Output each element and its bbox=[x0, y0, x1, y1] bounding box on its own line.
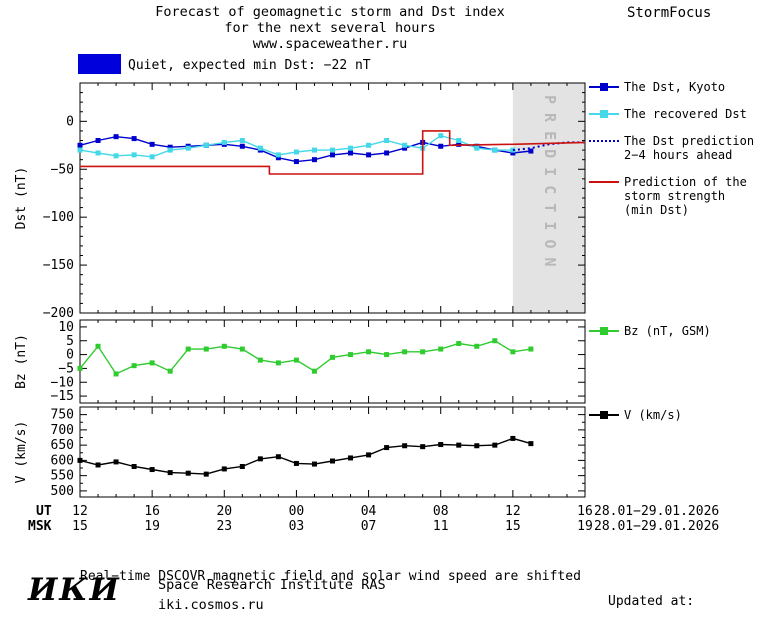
y-tick-label: −50 bbox=[51, 162, 74, 177]
legend-item-v: V (km/s) bbox=[589, 408, 760, 422]
y-tick-label: 600 bbox=[51, 453, 74, 468]
institute-site-link[interactable]: iki.cosmos.ru bbox=[158, 597, 264, 613]
dst-prediction-marker bbox=[589, 134, 619, 148]
msk-row-label: MSK bbox=[28, 519, 52, 534]
legend-item-dst-kyoto: The Dst, Kyoto bbox=[589, 80, 760, 94]
status-text: Quiet, expected min Dst: −22 nT bbox=[128, 58, 371, 73]
institute-name: Space Research Institute RAS bbox=[158, 577, 386, 593]
msk-tick-label: 03 bbox=[289, 519, 305, 534]
msk-tick-label: 15 bbox=[72, 519, 88, 534]
legend-v: V (km/s) bbox=[589, 408, 760, 435]
y-tick-label: −150 bbox=[43, 258, 74, 273]
y-tick-label: −5 bbox=[58, 361, 74, 376]
ut-tick-label: 16 bbox=[144, 504, 160, 519]
y-tick-label: 0 bbox=[66, 348, 74, 363]
legend-label: The recovered Dst bbox=[624, 107, 747, 121]
legend-label: The Dst prediction 2−4 hours ahead bbox=[624, 134, 755, 162]
footnote-line-1: Real−time DSCOVR magnetic field and sola… bbox=[80, 569, 581, 584]
ut-row-label: UT bbox=[36, 504, 52, 519]
plot-frame bbox=[79, 82, 586, 314]
line-swatch bbox=[589, 181, 619, 183]
status-color-swatch bbox=[78, 54, 121, 74]
legend-bz: Bz (nT, GSM) bbox=[589, 324, 760, 351]
square-marker bbox=[600, 110, 608, 118]
ut-tick-label: 20 bbox=[216, 504, 232, 519]
site-link[interactable]: www.spaceweather.ru bbox=[252, 36, 408, 52]
legend-label: Prediction of the storm strength (min Ds… bbox=[624, 175, 747, 217]
ut-date-label: 28.01−29.01.2026 bbox=[594, 504, 719, 519]
dotted-line-swatch bbox=[589, 140, 619, 142]
msk-tick-label: 19 bbox=[144, 519, 160, 534]
dst-kyoto-marker bbox=[589, 80, 619, 94]
plot-frame bbox=[79, 406, 586, 498]
series-Bz (nT, GSM) bbox=[79, 340, 532, 375]
legend-item-dst-prediction: The Dst prediction 2−4 hours ahead bbox=[589, 134, 760, 162]
msk-tick-label: 15 bbox=[505, 519, 521, 534]
y-tick-label: 0 bbox=[66, 114, 74, 129]
y-tick-label: 10 bbox=[58, 320, 74, 335]
series-Prediction of the storm strength (min Dst) bbox=[80, 130, 586, 175]
ut-tick-label: 16 bbox=[577, 504, 593, 519]
msk-tick-label: 07 bbox=[361, 519, 377, 534]
updated-label: Updated at: bbox=[608, 594, 695, 609]
y-tick-label: 5 bbox=[66, 334, 74, 349]
ut-tick-label: 00 bbox=[289, 504, 305, 519]
ut-tick-label: 12 bbox=[505, 504, 521, 519]
y-tick-label: 650 bbox=[51, 438, 74, 453]
msk-tick-label: 23 bbox=[216, 519, 232, 534]
prediction-band bbox=[512, 83, 585, 313]
square-marker bbox=[600, 83, 608, 91]
square-marker bbox=[600, 327, 608, 335]
y-tick-label: −200 bbox=[43, 306, 74, 321]
v-marker bbox=[589, 408, 619, 422]
series-The Dst, Kyoto bbox=[79, 135, 531, 163]
legend-dst: The Dst, Kyoto The recovered Dst The Dst… bbox=[589, 80, 760, 230]
legend-item-storm-prediction: Prediction of the storm strength (min Ds… bbox=[589, 175, 760, 217]
title-line-2: for the next several hours bbox=[224, 20, 436, 36]
bz-marker bbox=[589, 324, 619, 338]
y-tick-label: −10 bbox=[51, 375, 74, 390]
msk-tick-label: 19 bbox=[577, 519, 593, 534]
brand-label: StormFocus bbox=[627, 5, 712, 21]
title-line-1: Forecast of geomagnetic storm and Dst in… bbox=[155, 4, 505, 20]
legend-label: V (km/s) bbox=[624, 408, 682, 422]
legend-item-bz: Bz (nT, GSM) bbox=[589, 324, 760, 338]
msk-tick-label: 11 bbox=[433, 519, 449, 534]
y-axis-label: Dst (nT) bbox=[14, 167, 29, 230]
ut-tick-label: 12 bbox=[72, 504, 88, 519]
legend-label: Bz (nT, GSM) bbox=[624, 324, 711, 338]
legend-item-recovered-dst: The recovered Dst bbox=[589, 107, 760, 121]
msk-date-label: 28.01−29.01.2026 bbox=[594, 519, 719, 534]
series-V (km/s) bbox=[79, 437, 532, 475]
y-tick-label: 500 bbox=[51, 484, 74, 499]
iki-logo: ИКИ bbox=[28, 572, 121, 608]
y-tick-label: 700 bbox=[51, 423, 74, 438]
y-axis-label: Bz (nT) bbox=[14, 334, 29, 389]
y-tick-label: −100 bbox=[43, 210, 74, 225]
y-axis-label: V (km/s) bbox=[14, 421, 29, 484]
y-tick-label: 550 bbox=[51, 469, 74, 484]
footnote: Real−time DSCOVR magnetic field and sola… bbox=[80, 534, 581, 620]
plot-frame bbox=[79, 319, 586, 404]
legend-label: The Dst, Kyoto bbox=[624, 80, 726, 94]
square-marker bbox=[600, 411, 608, 419]
y-tick-label: −15 bbox=[51, 389, 74, 404]
recovered-dst-marker bbox=[589, 107, 619, 121]
updated-block: Updated at: UT 12:05, 29.01.2026 MSK 15:… bbox=[596, 562, 760, 620]
ut-tick-label: 08 bbox=[433, 504, 449, 519]
page-header: Forecast of geomagnetic storm and Dst in… bbox=[40, 4, 620, 52]
storm-prediction-marker bbox=[589, 175, 619, 189]
prediction-band-label: P R E D I C T I O N bbox=[541, 95, 559, 267]
y-tick-label: 750 bbox=[51, 408, 74, 423]
ut-tick-label: 04 bbox=[361, 504, 377, 519]
